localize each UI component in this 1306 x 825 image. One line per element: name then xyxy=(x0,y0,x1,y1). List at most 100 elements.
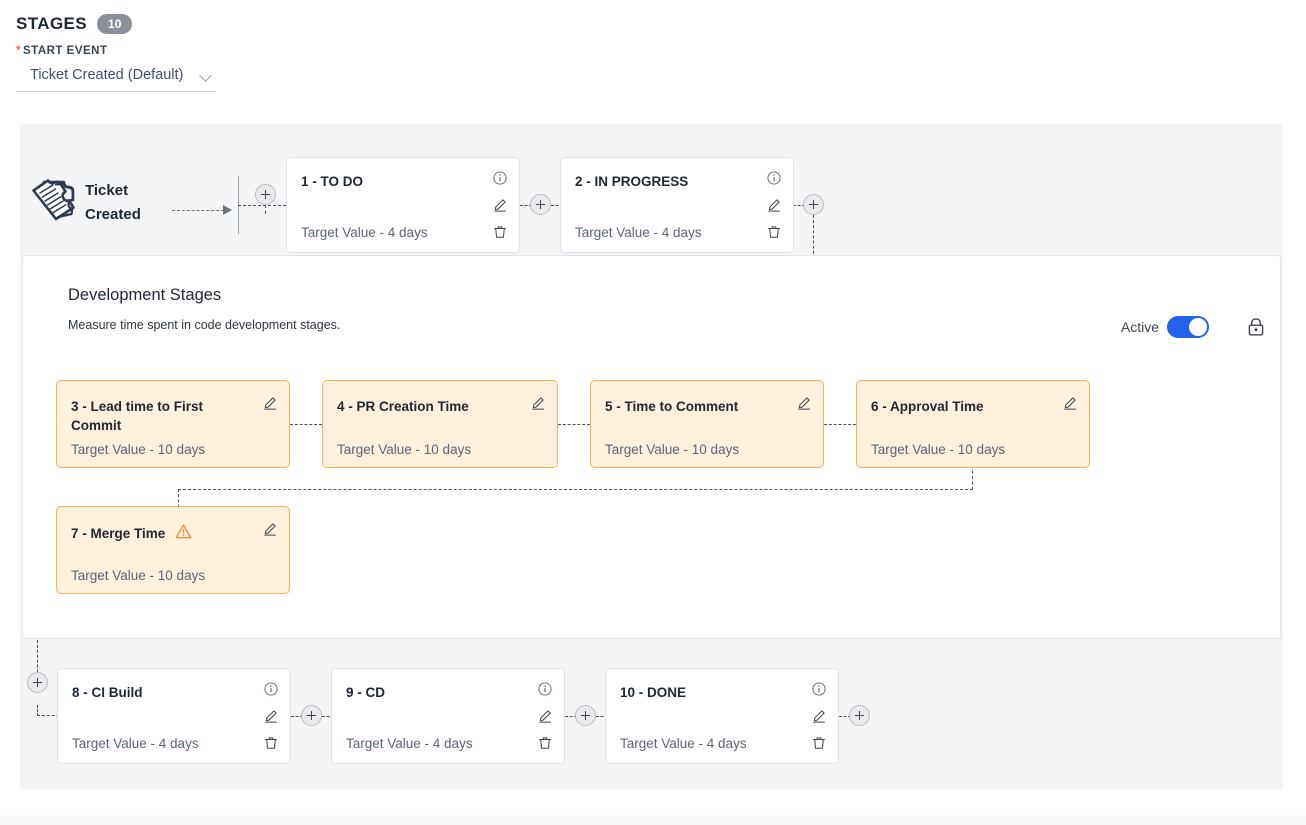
stage-card-5[interactable]: 5 - Time to Comment Target Value - 10 da… xyxy=(590,380,824,468)
development-stages-panel: Development Stages Measure time spent in… xyxy=(22,255,1281,639)
toggle-knob xyxy=(1189,318,1207,336)
stage-card-actions xyxy=(262,395,278,411)
active-toggle[interactable] xyxy=(1167,316,1209,338)
chevron-down-icon xyxy=(201,70,212,81)
stage-card-title: 2 - IN PROGRESS xyxy=(575,174,689,189)
stage-card-target: Target Value - 10 days xyxy=(871,442,1006,457)
footer-strip xyxy=(0,815,1306,825)
stage-card-actions xyxy=(262,521,278,537)
add-stage-before-1[interactable] xyxy=(255,184,276,205)
add-stage-before-8[interactable] xyxy=(27,672,48,693)
delete-icon[interactable] xyxy=(492,224,508,240)
stage-card-target: Target Value - 4 days xyxy=(346,736,473,751)
dev-panel-description: Measure time spent in code development s… xyxy=(68,318,341,332)
connector-2-to-plus xyxy=(793,205,805,206)
edit-icon[interactable] xyxy=(492,197,508,213)
info-icon[interactable] xyxy=(263,681,279,697)
info-icon[interactable] xyxy=(766,170,782,186)
stage-card-4[interactable]: 4 - PR Creation Time Target Value - 10 d… xyxy=(322,380,558,468)
stage-card-title: 7 - Merge Time xyxy=(71,523,249,545)
add-stage-after-10[interactable] xyxy=(849,705,870,726)
info-icon[interactable] xyxy=(492,170,508,186)
stage-card-actions xyxy=(492,170,508,240)
connector-after2-down xyxy=(813,215,814,269)
stage-card-title: 8 - CI Build xyxy=(72,685,143,700)
connector-plus-to-10 xyxy=(596,716,608,717)
edit-icon[interactable] xyxy=(1062,395,1078,411)
connector-devpanel-exit xyxy=(37,640,38,692)
start-arrow xyxy=(172,205,232,215)
connector-9-to-plus xyxy=(565,716,577,717)
stage-card-title: 3 - Lead time to First Commit xyxy=(71,399,204,433)
connector-1-to-plus xyxy=(520,205,532,206)
stage-card-title: 1 - TO DO xyxy=(301,174,364,189)
stage-card-actions xyxy=(1062,395,1078,411)
stage-card-8[interactable]: 8 - CI Build Target Value - 4 days xyxy=(57,668,291,764)
dev-panel-title: Development Stages xyxy=(68,286,222,304)
connector-5-to-6 xyxy=(824,424,856,425)
connector-wrap-left xyxy=(178,489,973,490)
page-title: STAGES xyxy=(16,14,88,33)
connector-plus-to-2 xyxy=(551,205,563,206)
add-stage-between-1-2[interactable] xyxy=(530,194,551,215)
start-node-label-line1: Ticket xyxy=(85,182,129,199)
stage-card-target: Target Value - 10 days xyxy=(337,442,472,457)
delete-icon[interactable] xyxy=(537,735,553,751)
lock-icon[interactable] xyxy=(1246,316,1266,338)
edit-icon[interactable] xyxy=(262,521,278,537)
page-header: STAGES 10 * START EVENT Ticket Created (D… xyxy=(16,14,216,92)
stage-card-6[interactable]: 6 - Approval Time Target Value - 10 days xyxy=(856,380,1090,468)
stage-card-10[interactable]: 10 - DONE Target Value - 4 days xyxy=(605,668,839,764)
edit-icon[interactable] xyxy=(537,708,553,724)
edit-icon[interactable] xyxy=(796,395,812,411)
stage-card-target: Target Value - 10 days xyxy=(71,568,206,583)
stage-card-target: Target Value - 4 days xyxy=(620,736,747,751)
stage-card-target: Target Value - 10 days xyxy=(71,442,206,457)
connector-10-to-plus xyxy=(839,716,851,717)
stage-card-target: Target Value - 4 days xyxy=(72,736,199,751)
stage-card-target: Target Value - 4 days xyxy=(575,225,702,240)
add-stage-between-9-10[interactable] xyxy=(575,705,596,726)
edit-icon[interactable] xyxy=(263,708,279,724)
stage-card-1[interactable]: 1 - TO DO Target Value - 4 days xyxy=(286,157,520,253)
info-icon[interactable] xyxy=(811,681,827,697)
delete-icon[interactable] xyxy=(766,224,782,240)
start-event-select[interactable]: Ticket Created (Default) xyxy=(16,67,216,92)
edit-icon[interactable] xyxy=(262,395,278,411)
connector-3-to-4 xyxy=(290,424,322,425)
start-node-label-line2: Created xyxy=(85,206,141,223)
stage-card-title: 9 - CD xyxy=(346,685,386,700)
stage-card-target: Target Value - 10 days xyxy=(605,442,740,457)
stage-card-2[interactable]: 2 - IN PROGRESS Target Value - 4 days xyxy=(560,157,794,253)
connector-down-to-7 xyxy=(178,489,179,518)
stage-card-target: Target Value - 4 days xyxy=(301,225,428,240)
connector-plus-to-9 xyxy=(322,716,334,717)
connector-6-down xyxy=(972,460,973,490)
edit-icon[interactable] xyxy=(811,708,827,724)
stage-card-3[interactable]: 3 - Lead time to First Commit Target Val… xyxy=(56,380,290,468)
start-event-value: Ticket Created (Default) xyxy=(30,67,184,83)
stage-card-actions xyxy=(766,170,782,240)
connector-4-to-5 xyxy=(558,424,590,425)
add-stage-after-2[interactable] xyxy=(803,194,824,215)
delete-icon[interactable] xyxy=(811,735,827,751)
warning-icon[interactable] xyxy=(175,523,192,545)
stage-card-9[interactable]: 9 - CD Target Value - 4 days xyxy=(331,668,565,764)
edit-icon[interactable] xyxy=(766,197,782,213)
ticket-icon xyxy=(28,176,78,226)
stage-card-title: 6 - Approval Time xyxy=(871,399,984,414)
edit-icon[interactable] xyxy=(530,395,546,411)
delete-icon[interactable] xyxy=(263,735,279,751)
workflow-canvas: Ticket Created 1 - TO DO Target Value - … xyxy=(20,124,1283,789)
stage-card-7[interactable]: 7 - Merge Time Target Value - 10 days xyxy=(56,506,290,594)
start-event-label: * START EVENT xyxy=(16,45,216,57)
info-icon[interactable] xyxy=(537,681,553,697)
active-toggle-label: Active xyxy=(1120,319,1159,335)
stage-card-title: 10 - DONE xyxy=(620,685,687,700)
connector-plus1-drop xyxy=(265,205,266,214)
stage-card-title: 4 - PR Creation Time xyxy=(337,399,469,414)
stage-card-actions xyxy=(811,681,827,751)
add-stage-between-8-9[interactable] xyxy=(301,705,322,726)
connector-exit-drop xyxy=(37,705,38,716)
